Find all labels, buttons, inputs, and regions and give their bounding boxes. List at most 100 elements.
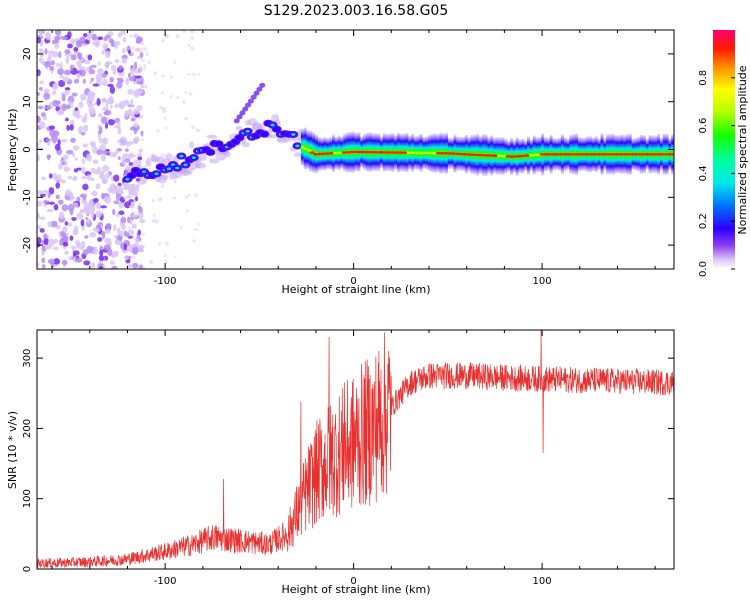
noise-speck bbox=[54, 36, 61, 42]
noise-speck bbox=[187, 73, 191, 76]
noise-speck bbox=[72, 145, 80, 151]
noise-speck bbox=[105, 99, 109, 108]
noise-speck bbox=[55, 182, 61, 189]
noise-speck bbox=[175, 34, 180, 39]
noise-speck bbox=[84, 59, 91, 65]
noise-speck bbox=[72, 250, 80, 256]
noise-speck bbox=[114, 235, 119, 239]
noise-speck bbox=[132, 246, 139, 255]
noise-speck bbox=[97, 237, 103, 242]
noise-speck bbox=[118, 64, 123, 71]
ridge-blob-core bbox=[128, 173, 136, 178]
noise-speck bbox=[73, 168, 79, 173]
band-peak bbox=[367, 150, 374, 154]
noise-speck bbox=[127, 88, 134, 95]
noise-speck bbox=[128, 204, 135, 209]
noise-speck bbox=[38, 86, 43, 91]
noise-speck bbox=[185, 209, 190, 213]
band-peak bbox=[554, 152, 560, 156]
noise-speck bbox=[142, 266, 146, 269]
noise-speck bbox=[61, 138, 68, 143]
noise-speck bbox=[155, 129, 160, 133]
band-peak bbox=[626, 152, 632, 156]
colorbar-tick-label: 0.2 bbox=[698, 213, 709, 229]
noise-speck bbox=[48, 125, 56, 130]
noise-speck bbox=[98, 126, 103, 135]
noise-speck bbox=[105, 223, 112, 229]
band-column bbox=[535, 137, 539, 173]
ridge-branch bbox=[236, 114, 243, 120]
noise-speck bbox=[42, 189, 50, 196]
noise-speck bbox=[131, 214, 138, 218]
ridge-halo bbox=[241, 141, 250, 148]
band-peak bbox=[349, 150, 355, 154]
noise-speck bbox=[88, 107, 96, 116]
band-peak bbox=[633, 152, 639, 156]
spectrogram-ytick-label: 20 bbox=[22, 48, 33, 61]
noise-speck bbox=[81, 158, 85, 165]
band-peak bbox=[364, 150, 370, 154]
noise-speck bbox=[88, 103, 95, 107]
noise-speck bbox=[195, 128, 201, 133]
noise-speck bbox=[134, 136, 140, 142]
snr-xlabel: Height of straight line (km) bbox=[281, 583, 430, 596]
noise-speck bbox=[70, 38, 76, 45]
noise-speck bbox=[54, 143, 61, 151]
noise-speck bbox=[109, 151, 114, 158]
noise-speck bbox=[132, 210, 136, 215]
noise-speck bbox=[136, 105, 143, 111]
noise-speck bbox=[122, 37, 127, 43]
noise-speck bbox=[190, 30, 195, 34]
noise-speck bbox=[136, 212, 141, 216]
band-peak bbox=[469, 153, 475, 156]
noise-speck bbox=[66, 222, 73, 227]
band-peak bbox=[320, 152, 327, 156]
noise-speck bbox=[103, 255, 109, 261]
band-peak bbox=[435, 151, 442, 155]
noise-speck bbox=[38, 139, 42, 143]
noise-speck bbox=[76, 212, 84, 220]
noise-speck bbox=[100, 205, 107, 209]
band-column bbox=[411, 133, 415, 172]
noise-speck bbox=[112, 151, 117, 158]
noise-speck bbox=[117, 156, 121, 161]
spectrogram-ridge bbox=[120, 82, 310, 185]
noise-speck bbox=[117, 120, 121, 126]
band-column bbox=[532, 135, 536, 175]
noise-speck bbox=[130, 185, 136, 192]
colorbar-gradient bbox=[713, 30, 735, 269]
noise-speck bbox=[138, 264, 144, 269]
noise-speck bbox=[117, 104, 123, 109]
spectrogram-ytick-label: 10 bbox=[22, 95, 33, 108]
noise-speck bbox=[190, 46, 194, 51]
noise-speck bbox=[67, 203, 75, 212]
noise-speck bbox=[84, 112, 88, 121]
noise-speck bbox=[152, 198, 155, 203]
noise-speck bbox=[112, 208, 116, 216]
noise-speck bbox=[184, 91, 188, 95]
noise-speck bbox=[119, 230, 124, 237]
noise-speck bbox=[58, 51, 62, 59]
noise-speck bbox=[128, 187, 132, 196]
ridge-branch bbox=[233, 118, 240, 124]
noise-speck bbox=[139, 219, 146, 224]
ridge-branch bbox=[250, 94, 257, 100]
noise-speck bbox=[117, 126, 122, 135]
spectrogram-ylabel: Frequency (Hz) bbox=[6, 109, 19, 192]
noise-speck bbox=[86, 98, 90, 106]
noise-speck bbox=[107, 83, 114, 88]
snr-ylabel: SNR (10 * v/v) bbox=[6, 411, 19, 489]
noise-speck bbox=[111, 265, 118, 269]
noise-speck bbox=[98, 113, 103, 118]
colorbar-tick-label: 0.0 bbox=[698, 261, 709, 277]
noise-speck bbox=[96, 166, 102, 172]
noise-speck bbox=[165, 241, 169, 246]
noise-speck bbox=[81, 175, 87, 180]
noise-speck bbox=[191, 73, 196, 76]
snr-ytick-label: 200 bbox=[22, 419, 33, 438]
noise-speck bbox=[55, 225, 61, 230]
noise-speck bbox=[98, 255, 105, 262]
noise-speck bbox=[72, 175, 78, 181]
noise-speck bbox=[83, 202, 90, 211]
noise-speck bbox=[90, 141, 95, 146]
